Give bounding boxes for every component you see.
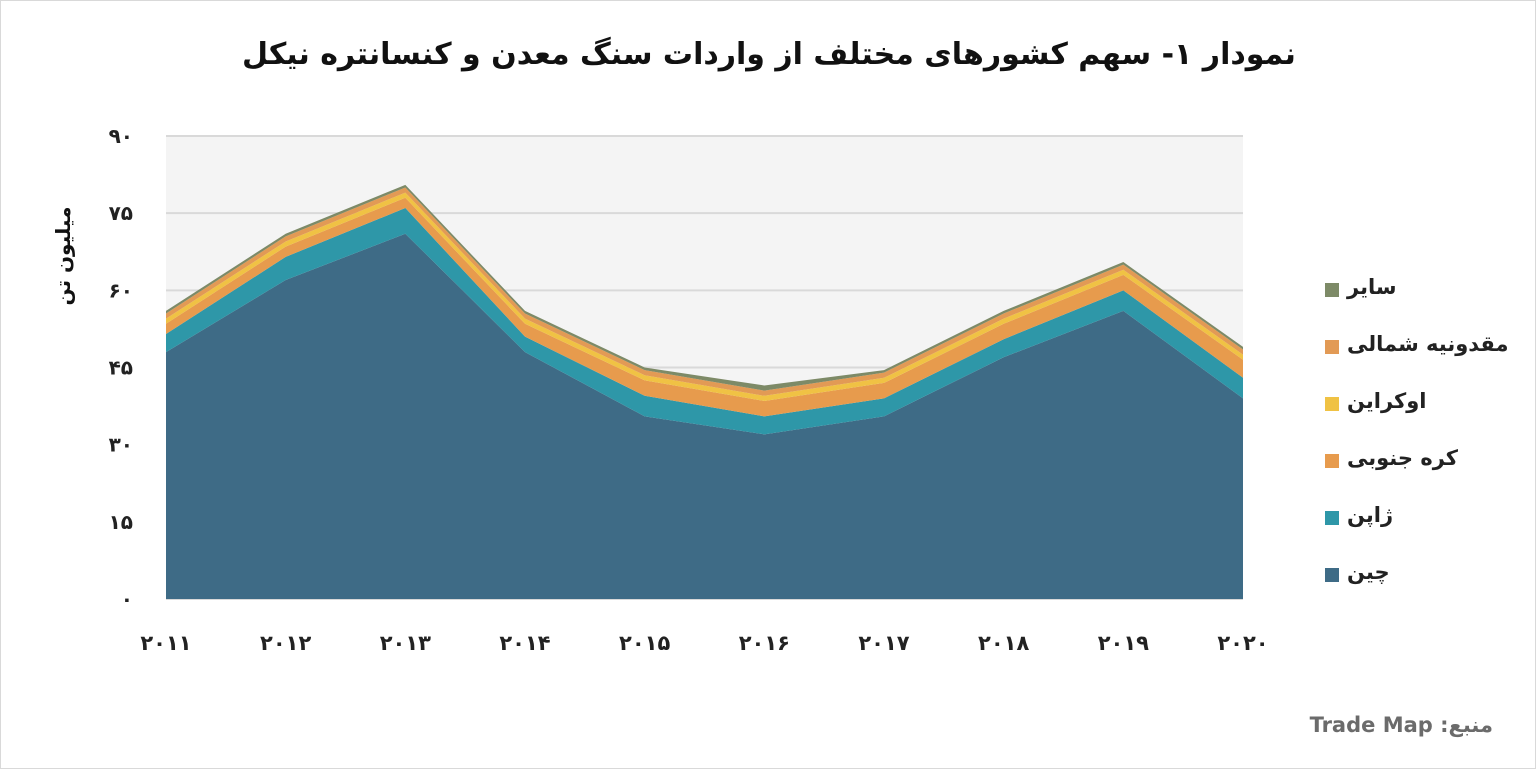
x-tick-label: ۲۰۱۶ [739, 631, 790, 655]
x-tick-labels: ۲۰۱۱ ۲۰۱۲ ۲۰۱۳ ۲۰۱۴ ۲۰۱۵ ۲۰۱۶ ۲۰۱۷ ۲۰۱۸ ۲۰۱۹ ۲۰۲۰ [140, 631, 1268, 655]
legend-swatch [1325, 568, 1339, 582]
x-tick-label: ۲۰۱۴ [499, 631, 550, 655]
legend-item: ژاپن [1319, 503, 1519, 533]
y-tick-label: ۱۵ [109, 510, 133, 534]
y-tick-label: ۶۰ [109, 278, 133, 302]
x-tick-label: ۲۰۲۰ [1217, 631, 1268, 655]
legend-label: ژاپن [1347, 503, 1394, 527]
y-tick-label: ۹۰ [109, 124, 133, 148]
legend-item: کره جنوبی [1319, 446, 1519, 476]
legend-swatch [1325, 340, 1339, 354]
area-series-0 [166, 233, 1243, 599]
legend-item: سایر [1319, 275, 1519, 305]
source-label: منبع: [1440, 713, 1493, 737]
source-value: Trade Map [1309, 713, 1433, 737]
y-tick-labels: ۰ ۱۵ ۳۰ ۴۵ ۶۰ ۷۵ ۹۰ [109, 124, 133, 611]
y-tick-label: ۴۵ [109, 356, 133, 380]
x-tick-label: ۲۰۱۳ [380, 631, 431, 655]
area-series [166, 184, 1243, 599]
y-tick-label: ۰ [121, 587, 133, 611]
x-tick-label: ۲۰۱۱ [140, 631, 191, 655]
legend-label: سایر [1347, 275, 1397, 299]
x-tick-label: ۲۰۱۷ [858, 631, 909, 655]
legend-item: چین [1319, 560, 1519, 590]
legend-swatch [1325, 454, 1339, 468]
x-tick-label: ۲۰۱۵ [619, 631, 670, 655]
chart-title: نمودار ۱- سهم کشورهای مختلف از واردات سن… [242, 37, 1296, 72]
y-tick-label: ۳۰ [109, 433, 133, 457]
legend-swatch [1325, 511, 1339, 525]
legend-swatch [1325, 397, 1339, 411]
x-tick-label: ۲۰۱۹ [1098, 631, 1149, 655]
y-tick-label: ۷۵ [109, 201, 133, 225]
legend-item: اوکراین [1319, 389, 1519, 419]
legend-label: مقدونیه شمالی [1347, 332, 1509, 356]
legend-swatch [1325, 283, 1339, 297]
legend-label: اوکراین [1347, 389, 1427, 413]
x-tick-label: ۲۰۱۲ [260, 631, 311, 655]
legend-item: مقدونیه شمالی [1319, 332, 1519, 362]
legend-label: کره جنوبی [1347, 446, 1458, 470]
source-note: منبع: Trade Map [1310, 713, 1493, 737]
legend-label: چین [1347, 560, 1390, 584]
x-tick-label: ۲۰۱۸ [978, 631, 1029, 655]
